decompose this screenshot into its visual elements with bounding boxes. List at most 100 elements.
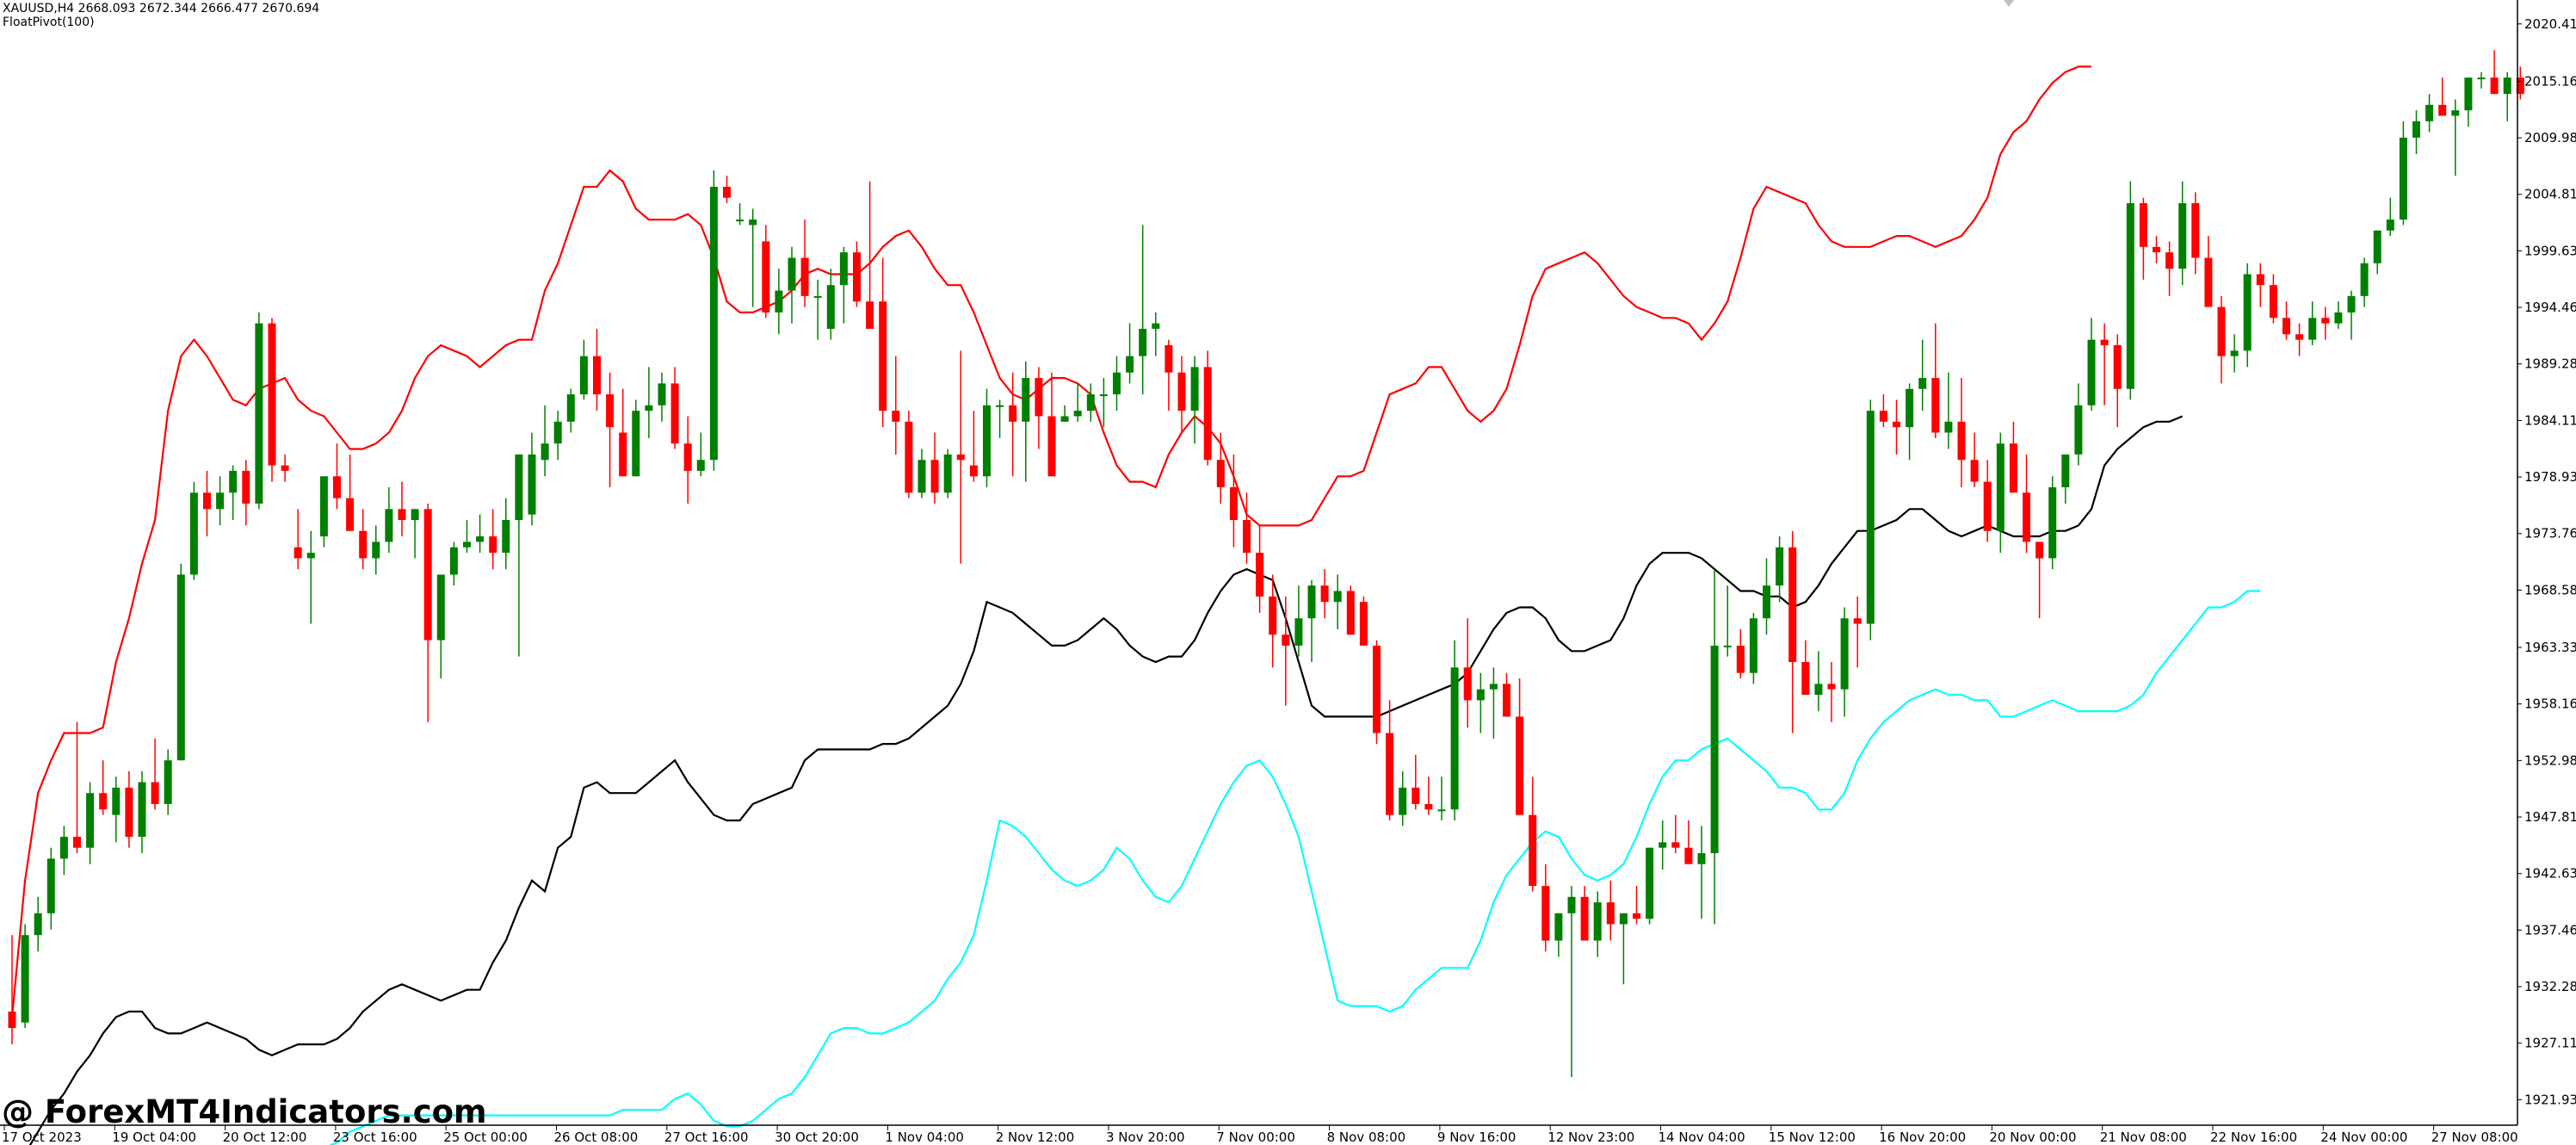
candle-body bbox=[1307, 585, 1316, 619]
candle-body bbox=[788, 257, 796, 291]
candle bbox=[1139, 225, 1147, 395]
candle-body bbox=[216, 492, 225, 510]
candle-body bbox=[541, 443, 549, 461]
candle-body bbox=[385, 509, 393, 542]
candle-body bbox=[1022, 378, 1030, 422]
candle bbox=[1386, 700, 1394, 820]
candle-body bbox=[1516, 716, 1524, 815]
candle bbox=[943, 449, 952, 498]
candle bbox=[293, 509, 302, 570]
candle-body bbox=[1009, 405, 1017, 422]
candle-body bbox=[826, 285, 835, 329]
candle-body bbox=[398, 509, 406, 521]
candle bbox=[164, 749, 172, 815]
time-tick-label: 26 Oct 08:00 bbox=[554, 1130, 639, 1145]
time-tick-label: 16 Nov 20:00 bbox=[1879, 1130, 1966, 1145]
candle-body bbox=[658, 383, 666, 405]
candle-body bbox=[2477, 77, 2486, 80]
candle-body bbox=[2503, 77, 2511, 95]
candle bbox=[996, 399, 1004, 438]
candle bbox=[189, 481, 198, 580]
candle bbox=[411, 509, 419, 559]
candle bbox=[553, 411, 562, 461]
candle bbox=[879, 257, 887, 428]
candle-body bbox=[749, 220, 757, 226]
time-tick-label: 8 Nov 08:00 bbox=[1327, 1130, 1406, 1145]
candle-body bbox=[242, 470, 250, 504]
candle-body bbox=[449, 547, 458, 575]
candle bbox=[2451, 99, 2460, 176]
candle-body bbox=[1126, 356, 1134, 373]
candle-body bbox=[1633, 913, 1640, 919]
candle bbox=[1866, 399, 1875, 641]
candle-body bbox=[1243, 520, 1251, 554]
candle-body bbox=[2308, 318, 2317, 340]
candle-body bbox=[2334, 312, 2343, 324]
candle bbox=[775, 269, 783, 335]
time-tick-label: 27 Oct 16:00 bbox=[664, 1130, 749, 1145]
candle bbox=[242, 460, 250, 526]
candle bbox=[268, 318, 276, 482]
candle-body bbox=[2204, 257, 2213, 307]
candle bbox=[1749, 612, 1757, 684]
candle bbox=[1554, 913, 1563, 957]
candle-body bbox=[566, 394, 575, 422]
candle-body bbox=[943, 454, 952, 493]
candle-body bbox=[2269, 285, 2277, 319]
candle bbox=[125, 771, 133, 848]
candle bbox=[2165, 241, 2174, 296]
candle-body bbox=[1970, 460, 1979, 482]
candle bbox=[2153, 236, 2160, 263]
candle bbox=[2204, 236, 2213, 307]
candle-body bbox=[1256, 553, 1264, 597]
candle-body bbox=[2256, 274, 2264, 286]
candle-body bbox=[2243, 274, 2252, 351]
time-tick-label: 24 Nov 00:00 bbox=[2320, 1130, 2407, 1145]
price-tick-label: 1958.160 bbox=[2524, 696, 2576, 712]
price-tick-label: 2015.160 bbox=[2524, 73, 2576, 89]
candle bbox=[709, 170, 718, 471]
candle-body bbox=[359, 530, 368, 559]
candle-body bbox=[2321, 318, 2330, 324]
candle bbox=[1801, 640, 1810, 696]
candle bbox=[59, 826, 68, 876]
candle-body bbox=[1736, 645, 1745, 673]
candle-body bbox=[46, 858, 55, 913]
candle-body bbox=[2283, 318, 2290, 335]
candle bbox=[749, 208, 757, 307]
candle bbox=[1840, 607, 1849, 717]
candle bbox=[2295, 323, 2304, 356]
candle bbox=[2074, 383, 2083, 466]
candle bbox=[2321, 306, 2330, 340]
candle bbox=[1906, 383, 1914, 461]
candle-body bbox=[73, 837, 81, 848]
candle bbox=[1216, 432, 1225, 504]
candle bbox=[866, 181, 874, 329]
candle bbox=[579, 339, 588, 400]
candle bbox=[1593, 891, 1602, 957]
candle bbox=[46, 847, 55, 930]
candle-body bbox=[1086, 394, 1095, 412]
candle-body bbox=[21, 935, 29, 1023]
candle-body bbox=[411, 509, 419, 521]
candle bbox=[2386, 197, 2394, 237]
candle bbox=[423, 503, 432, 722]
time-tick-label: 20 Nov 00:00 bbox=[1989, 1130, 2076, 1145]
candle bbox=[255, 312, 263, 510]
time-axis-labels: 17 Oct 2023 19 Oct 04:00 20 Oct 12:00 23 Oc… bbox=[2, 1125, 2518, 1145]
candle bbox=[1541, 863, 1550, 952]
price-tick-label: 2009.985 bbox=[2524, 130, 2576, 145]
time-tick-label: 20 Oct 12:00 bbox=[223, 1130, 307, 1145]
candle-body bbox=[515, 454, 523, 521]
candle-body bbox=[1177, 372, 1186, 412]
candle bbox=[1503, 672, 1510, 717]
candle-body bbox=[2048, 486, 2057, 559]
candle-body bbox=[1567, 896, 1576, 913]
candle-body bbox=[800, 257, 809, 296]
candle-body bbox=[2178, 203, 2187, 269]
candle-body bbox=[2230, 350, 2239, 356]
candle-body bbox=[1944, 421, 1953, 433]
candle-body bbox=[1152, 323, 1160, 329]
candle bbox=[1256, 525, 1264, 613]
